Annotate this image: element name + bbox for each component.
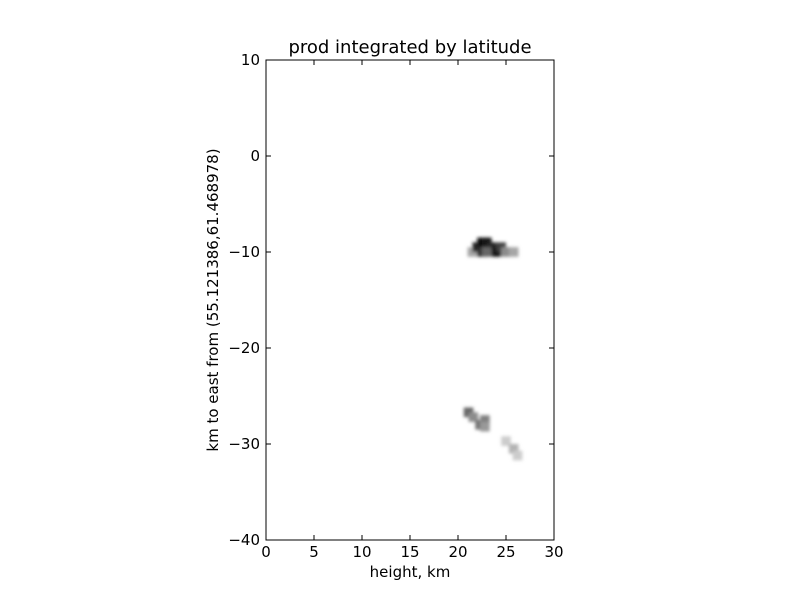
x-tick-label: 15	[400, 543, 419, 561]
plot-area	[265, 59, 555, 541]
heatmap-cell	[508, 247, 519, 257]
y-axis-ticks: 10 0 −10 −20 −30 −40	[228, 51, 554, 549]
chart-title: prod integrated by latitude	[288, 37, 531, 58]
plot-background	[266, 60, 554, 540]
y-tick-label: 10	[241, 51, 260, 69]
heatmap-cell	[468, 412, 479, 422]
heatmap-cell	[482, 247, 492, 257]
y-tick-label: −30	[228, 435, 260, 453]
y-tick-label: 0	[250, 147, 260, 165]
x-tick-label: 5	[309, 543, 319, 561]
heatmap-cell	[501, 436, 511, 446]
x-axis-label: height, km	[370, 563, 451, 581]
x-tick-label: 0	[261, 543, 271, 561]
x-tick-label: 10	[352, 543, 371, 561]
heatmap-cell	[480, 415, 490, 425]
heatmap-cells	[463, 237, 523, 461]
x-tick-label: 30	[544, 543, 563, 561]
y-tick-label: −20	[228, 339, 260, 357]
x-axis-ticks: 0 5 10 15 20 25 30	[261, 60, 564, 561]
y-tick-label: −40	[228, 531, 260, 549]
heatmap-cell	[512, 450, 523, 461]
heatmap-cell	[501, 247, 511, 257]
heatmap-cell	[480, 421, 490, 432]
heatmap-cell	[508, 444, 519, 454]
x-tick-label: 25	[496, 543, 515, 561]
x-tick-label: 20	[448, 543, 467, 561]
y-tick-label: −10	[228, 243, 260, 261]
y-axis-label: km to east from (55.121386,61.468978)	[204, 148, 222, 451]
